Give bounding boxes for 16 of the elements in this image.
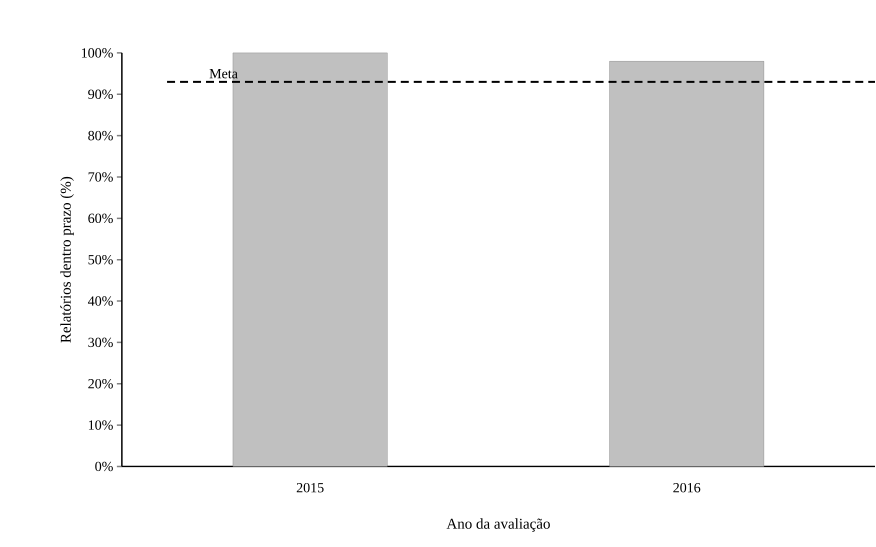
y-tick-label: 0%: [95, 462, 113, 472]
y-tick-label: 30%: [88, 337, 113, 347]
y-tick-label: 80%: [88, 130, 113, 140]
y-tick-label: 100%: [82, 48, 113, 58]
y-tick-label: 50%: [88, 254, 113, 264]
y-tick-label: 40%: [88, 296, 113, 306]
y-axis-title: Relatórios dentro prazo (%): [60, 176, 74, 342]
y-tick-label: 60%: [88, 213, 113, 223]
ref-line-label: Meta: [210, 68, 238, 78]
x-tick-label: 2016: [673, 482, 700, 492]
x-axis-title: Ano da avaliação: [446, 518, 550, 532]
y-tick-label: 20%: [88, 378, 113, 388]
y-tick-label: 90%: [88, 89, 113, 99]
y-tick-label: 10%: [88, 420, 113, 430]
x-tick-label: 2015: [296, 482, 324, 492]
y-tick-label: 70%: [88, 172, 113, 182]
